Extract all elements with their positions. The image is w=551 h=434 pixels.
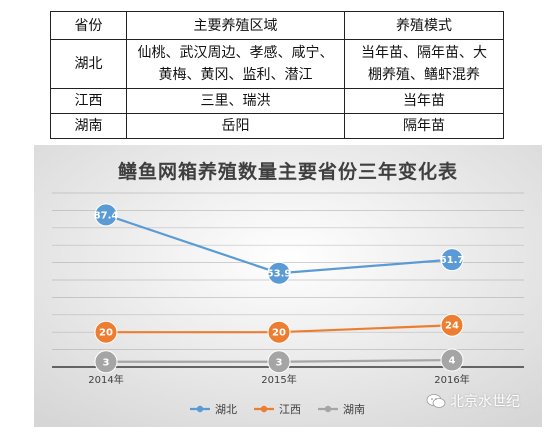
data-point (440, 248, 464, 272)
chart-title: 鳝鱼网箱养殖数量主要省份三年变化表 (117, 161, 458, 183)
x-tick-label: 2015年 (261, 373, 296, 386)
data-point (267, 320, 291, 344)
watermark-text: 北京水世纪 (450, 394, 520, 410)
legend-marker (196, 405, 204, 413)
data-label: 20 (272, 328, 286, 339)
data-point (267, 261, 291, 285)
x-tick-label: 2016年 (434, 373, 469, 386)
header-mode: 养殖模式 (344, 11, 504, 40)
cell-mode: 当年苗、隔年苗、大 棚养殖、鳝虾混养 (344, 39, 504, 89)
data-label: 20 (99, 328, 113, 339)
legend-label: 湖北 (215, 403, 237, 416)
province-table: 省份 主要养殖区域 养殖模式 湖北 仙桃、武汉周边、孝感、咸宁、 黄梅、黄冈、监… (50, 11, 504, 139)
legend-label: 江西 (279, 403, 301, 416)
data-label: 53.9 (267, 269, 292, 280)
data-point (267, 350, 291, 374)
header-province: 省份 (50, 11, 127, 40)
cell-province: 湖南 (50, 113, 127, 139)
wechat-icon (426, 394, 446, 408)
table-row: 江西 三里、瑞洪 当年苗 (50, 88, 504, 114)
table-row: 湖北 仙桃、武汉周边、孝感、咸宁、 黄梅、黄冈、监利、潜江 当年苗、隔年苗、大 … (50, 39, 504, 89)
cell-province: 湖北 (50, 39, 127, 89)
watermark: 北京水世纪 (426, 391, 520, 411)
data-point (440, 348, 464, 372)
data-label: 3 (103, 357, 110, 368)
table-header-row: 省份 主要养殖区域 养殖模式 (50, 11, 504, 40)
cell-mode: 隔年苗 (344, 113, 504, 139)
cell-mode: 当年苗 (344, 88, 504, 114)
x-tick-label: 2014年 (88, 373, 123, 386)
data-label: 4 (449, 356, 456, 367)
data-point (94, 320, 118, 344)
table-row: 湖南 岳阳 隔年苗 (50, 113, 504, 139)
data-label: 61.7 (440, 255, 465, 266)
cell-province: 江西 (50, 88, 127, 114)
line-chart: 鳝鱼网箱养殖数量主要省份三年变化表 2014年 2015年 2016年 87.4 53.… (34, 145, 542, 427)
data-point (94, 203, 118, 227)
data-label: 24 (445, 321, 459, 332)
cell-region: 岳阳 (126, 113, 345, 139)
cell-region: 三里、瑞洪 (126, 88, 345, 114)
header-region: 主要养殖区域 (126, 11, 345, 40)
data-label: 87.4 (94, 210, 119, 221)
chart-background (34, 145, 542, 427)
legend-marker (260, 405, 268, 413)
legend-marker (324, 405, 332, 413)
chart-plot: 2014年 2015年 2016年 87.4 53.9 61.7 20 20 24 3 3 4 湖北 江西… (52, 192, 524, 416)
data-label: 3 (276, 357, 283, 368)
legend-label: 湖南 (343, 403, 365, 416)
cell-region: 仙桃、武汉周边、孝感、咸宁、 黄梅、黄冈、监利、潜江 (126, 39, 345, 89)
data-point (440, 313, 464, 337)
data-point (94, 350, 118, 374)
